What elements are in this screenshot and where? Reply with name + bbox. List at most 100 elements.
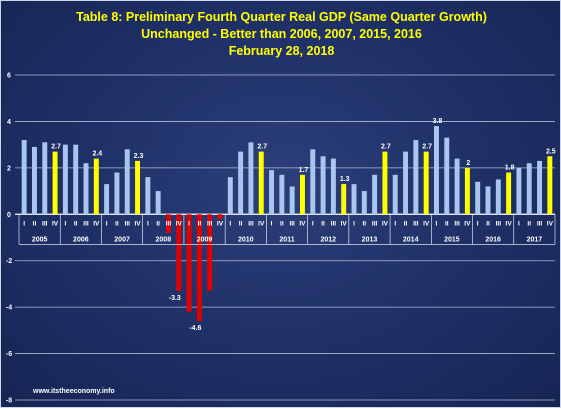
data-label: -3.3 bbox=[169, 295, 181, 302]
quarter-label: IV bbox=[217, 220, 224, 227]
data-label: -4.6 bbox=[189, 325, 201, 332]
y-tick-label: -4 bbox=[6, 305, 12, 312]
bar bbox=[413, 140, 419, 215]
quarter-label: IV bbox=[341, 220, 348, 227]
bar bbox=[73, 144, 79, 215]
quarter-label: II bbox=[198, 220, 202, 227]
quarter-label: IV bbox=[464, 220, 471, 227]
quarter-label: I bbox=[229, 220, 231, 227]
quarter-label: II bbox=[527, 220, 531, 227]
bar bbox=[433, 126, 439, 215]
bar bbox=[547, 156, 553, 215]
year-label: 2008 bbox=[156, 236, 172, 243]
quarter-label: II bbox=[404, 220, 408, 227]
quarter-label: III bbox=[289, 220, 295, 227]
bar bbox=[423, 151, 429, 215]
quarter-label: II bbox=[362, 220, 366, 227]
quarter-label: IV bbox=[258, 220, 265, 227]
quarter-label: III bbox=[207, 220, 213, 227]
quarter-label: II bbox=[239, 220, 243, 227]
data-label: 2.7 bbox=[257, 144, 267, 151]
bar bbox=[341, 184, 347, 215]
bar bbox=[207, 214, 213, 291]
quarter-label: IV bbox=[299, 220, 306, 227]
quarter-label: I bbox=[106, 220, 108, 227]
y-tick-label: 2 bbox=[7, 165, 11, 172]
quarter-label: III bbox=[537, 220, 543, 227]
quarter-label: IV bbox=[506, 220, 513, 227]
quarter-label: III bbox=[42, 220, 48, 227]
y-tick-label: 0 bbox=[7, 212, 11, 219]
bar bbox=[186, 214, 192, 312]
quarter-label: I bbox=[147, 220, 149, 227]
y-tick-label: -2 bbox=[6, 258, 12, 265]
quarter-label: I bbox=[271, 220, 273, 227]
bar bbox=[454, 158, 460, 215]
quarter-label: I bbox=[188, 220, 190, 227]
bar bbox=[516, 167, 522, 215]
bar bbox=[351, 184, 357, 215]
y-tick-label: -6 bbox=[6, 351, 12, 358]
quarter-label: IV bbox=[176, 220, 183, 227]
data-label: 2.5 bbox=[546, 148, 556, 155]
quarter-label: III bbox=[125, 220, 131, 227]
quarter-label: I bbox=[477, 220, 479, 227]
year-label: 2010 bbox=[238, 236, 254, 243]
quarter-label: I bbox=[436, 220, 438, 227]
bar bbox=[495, 179, 501, 215]
quarter-label: IV bbox=[382, 220, 389, 227]
bar bbox=[320, 156, 326, 215]
source-label: www.itstheeconomy.info bbox=[33, 388, 115, 395]
bar bbox=[392, 174, 398, 215]
data-label: 2.3 bbox=[134, 153, 144, 160]
quarter-label: I bbox=[353, 220, 355, 227]
bar bbox=[155, 191, 161, 215]
data-label: 1.3 bbox=[340, 176, 350, 183]
year-label: 2013 bbox=[362, 236, 378, 243]
quarter-label: II bbox=[74, 220, 78, 227]
year-label: 2009 bbox=[197, 236, 213, 243]
quarter-label: I bbox=[64, 220, 66, 227]
quarter-label: I bbox=[518, 220, 520, 227]
bar bbox=[506, 172, 512, 215]
year-label: 2014 bbox=[403, 236, 419, 243]
quarter-label: III bbox=[83, 220, 89, 227]
y-tick-label: 4 bbox=[7, 119, 11, 126]
bar bbox=[537, 160, 543, 215]
year-label: 2012 bbox=[320, 236, 336, 243]
year-label: 2017 bbox=[527, 236, 543, 243]
bar bbox=[31, 146, 37, 215]
quarter-label: IV bbox=[423, 220, 430, 227]
quarter-label: III bbox=[454, 220, 460, 227]
chart-title-line-2: Unchanged - Better than 2006, 2007, 2015… bbox=[141, 27, 422, 41]
quarter-label: II bbox=[115, 220, 119, 227]
quarter-label: II bbox=[156, 220, 160, 227]
year-label: 2006 bbox=[73, 236, 89, 243]
bar bbox=[165, 214, 171, 233]
bar bbox=[176, 214, 182, 291]
bar bbox=[62, 144, 68, 215]
quarter-label: III bbox=[331, 220, 337, 227]
quarter-label: IV bbox=[93, 220, 100, 227]
bar bbox=[279, 174, 285, 215]
year-label: 2011 bbox=[279, 236, 294, 243]
chart-title-line-1: Table 8: Preliminary Fourth Quarter Real… bbox=[76, 10, 487, 24]
bar bbox=[330, 158, 336, 215]
bar bbox=[403, 151, 409, 215]
bar bbox=[238, 151, 244, 215]
quarter-label: I bbox=[394, 220, 396, 227]
bar bbox=[114, 172, 120, 215]
bar bbox=[104, 184, 110, 215]
quarter-label: III bbox=[166, 220, 172, 227]
bar bbox=[289, 186, 295, 215]
bar bbox=[485, 186, 491, 215]
y-tick-label: -8 bbox=[6, 398, 12, 405]
bar bbox=[526, 163, 532, 215]
year-label: 2007 bbox=[114, 236, 130, 243]
quarter-label: III bbox=[496, 220, 502, 227]
bar bbox=[310, 149, 316, 215]
bar bbox=[217, 214, 223, 219]
quarter-label: II bbox=[33, 220, 37, 227]
y-tick-label: 6 bbox=[7, 73, 11, 80]
bar bbox=[444, 137, 450, 215]
